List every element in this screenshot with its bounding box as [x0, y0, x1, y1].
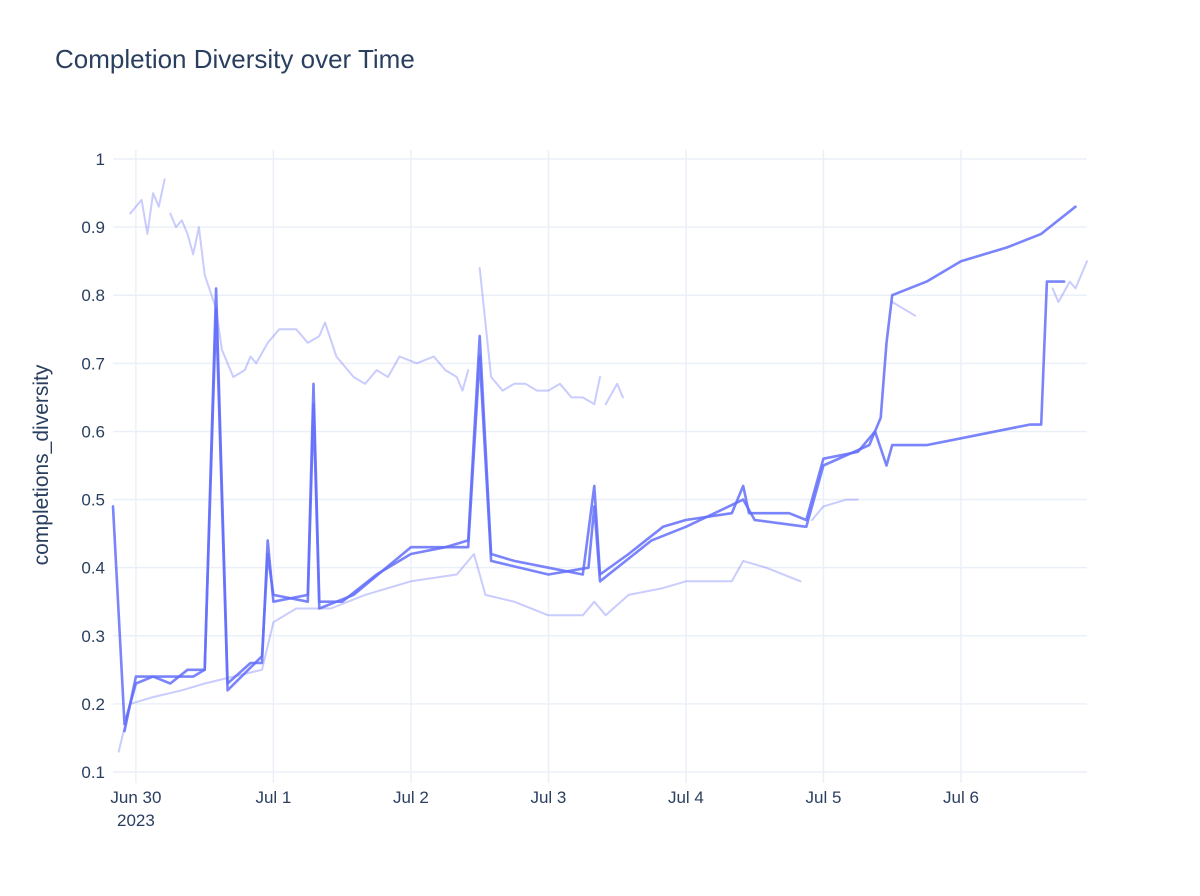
y-tick-label: 0.3	[81, 627, 105, 646]
gridlines	[113, 150, 1087, 783]
series-line	[169, 212, 470, 392]
x-tick-label: Jun 30	[110, 788, 161, 807]
axis-ticks: 0.1 0.2 0.3 0.4 0.5 0.6 0.7 0.8 0.9 1 Jun 30 2023 Ju…	[81, 150, 979, 830]
series-line	[604, 382, 624, 406]
y-tick-label: 0.2	[81, 695, 105, 714]
x-tick-sublabel: 2023	[117, 811, 155, 830]
y-tick-label: 0.1	[81, 763, 105, 782]
y-tick-label: 0.5	[81, 491, 105, 510]
y-tick-label: 1	[96, 150, 105, 169]
x-tick-label: Jul 4	[668, 788, 704, 807]
series-line	[111, 280, 1066, 726]
y-tick-label: 0.6	[81, 422, 105, 441]
y-tick-label: 0.4	[81, 559, 105, 578]
series-line	[117, 553, 802, 753]
chart-title: Completion Diversity over Time	[55, 44, 415, 74]
series-line	[478, 267, 601, 406]
y-tick-label: 0.8	[81, 286, 105, 305]
series-line	[891, 301, 917, 317]
series-line	[1051, 260, 1088, 303]
y-tick-label: 0.7	[81, 354, 105, 373]
series-line	[811, 498, 859, 521]
x-tick-label: Jul 1	[255, 788, 291, 807]
series-line	[129, 178, 166, 235]
x-tick-label: Jul 2	[393, 788, 429, 807]
series-line	[123, 205, 1077, 733]
series-lines	[111, 178, 1088, 753]
y-axis-title: completions_diversity	[30, 364, 53, 565]
x-tick-label: Jul 5	[805, 788, 841, 807]
x-tick-label: Jul 3	[530, 788, 566, 807]
x-tick-label: Jul 6	[943, 788, 979, 807]
y-tick-label: 0.9	[81, 218, 105, 237]
